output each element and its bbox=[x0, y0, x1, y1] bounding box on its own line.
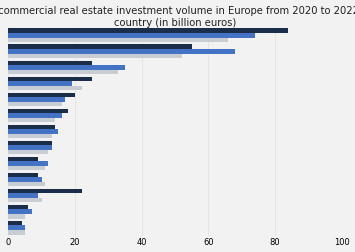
Bar bbox=[8, 45, 192, 50]
Bar bbox=[8, 134, 51, 139]
Bar bbox=[8, 214, 25, 219]
Bar bbox=[8, 230, 25, 235]
Bar bbox=[8, 71, 118, 75]
Bar bbox=[8, 93, 75, 98]
Bar bbox=[8, 125, 55, 130]
Bar bbox=[8, 50, 235, 54]
Title: Total commercial real estate investment volume in Europe from 2020 to 2022, by
c: Total commercial real estate investment … bbox=[0, 6, 355, 28]
Bar bbox=[8, 114, 61, 118]
Bar bbox=[8, 82, 71, 86]
Bar bbox=[8, 150, 48, 155]
Bar bbox=[8, 162, 48, 166]
Bar bbox=[8, 194, 38, 198]
Bar bbox=[8, 118, 55, 123]
Bar bbox=[8, 61, 92, 66]
Bar bbox=[8, 66, 125, 70]
Bar bbox=[8, 205, 28, 209]
Bar bbox=[8, 210, 32, 214]
Bar bbox=[8, 198, 42, 203]
Bar bbox=[8, 86, 82, 91]
Bar bbox=[8, 77, 92, 82]
Bar bbox=[8, 173, 38, 177]
Bar bbox=[8, 178, 42, 182]
Bar bbox=[8, 109, 68, 114]
Bar bbox=[8, 141, 51, 145]
Bar bbox=[8, 29, 288, 34]
Bar bbox=[8, 157, 38, 162]
Bar bbox=[8, 34, 255, 38]
Bar bbox=[8, 221, 22, 225]
Bar bbox=[8, 39, 228, 43]
Bar bbox=[8, 55, 181, 59]
Bar bbox=[8, 189, 82, 194]
Bar bbox=[8, 226, 25, 230]
Bar bbox=[8, 166, 45, 171]
Bar bbox=[8, 98, 65, 102]
Bar bbox=[8, 130, 58, 134]
Bar bbox=[8, 103, 61, 107]
Bar bbox=[8, 182, 45, 187]
Bar bbox=[8, 146, 51, 150]
